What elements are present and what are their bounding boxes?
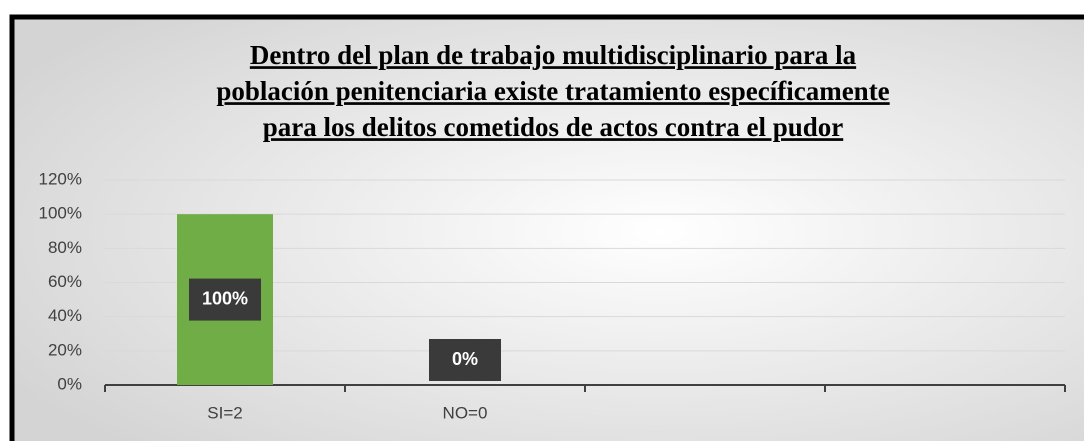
- y-tick-label: 80%: [48, 238, 82, 257]
- chart-title: población penitenciaria existe tratamien…: [216, 76, 889, 106]
- y-tick-label: 0%: [57, 374, 82, 393]
- y-tick-label: 120%: [39, 169, 82, 188]
- data-label-box: [429, 339, 501, 381]
- chart-title: para los delitos cometidos de actos cont…: [263, 112, 843, 142]
- chart-title: Dentro del plan de trabajo multidiscipli…: [250, 40, 857, 70]
- y-tick-label: 60%: [48, 272, 82, 291]
- y-tick-label: 40%: [48, 306, 82, 325]
- x-tick-label: SI=2: [207, 403, 242, 422]
- y-tick-label: 20%: [48, 340, 82, 359]
- y-tick-label: 100%: [39, 204, 82, 223]
- data-label: 100%: [202, 288, 248, 308]
- data-label-box: [189, 278, 261, 321]
- x-tick-label: NO=0: [443, 403, 488, 422]
- data-label: 0%: [452, 349, 478, 369]
